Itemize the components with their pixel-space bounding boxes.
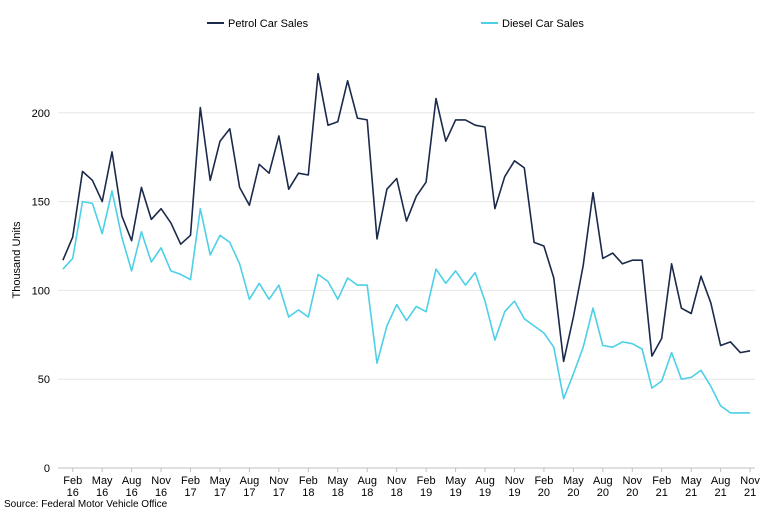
series-lines <box>62 72 751 414</box>
x-tick-label-month: Feb <box>534 475 553 487</box>
x-tick-label-year: 21 <box>715 487 727 499</box>
x-tick-label-year: 21 <box>685 487 697 499</box>
x-tick-label-month: May <box>563 475 584 487</box>
x-tick-label-year: 16 <box>96 487 108 499</box>
petrol-series-line <box>62 72 751 363</box>
x-tick-label-month: Feb <box>63 475 82 487</box>
x-tick-label-month: Nov <box>505 475 525 487</box>
x-tick-label-year: 16 <box>126 487 138 499</box>
x-tick-label-year: 18 <box>361 487 373 499</box>
y-tick-label: 150 <box>32 197 50 209</box>
legend-label-petrol: Petrol Car Sales <box>228 18 309 30</box>
x-tick-label-year: 18 <box>302 487 314 499</box>
x-tick-label-year: 21 <box>656 487 668 499</box>
x-tick-label-year: 18 <box>391 487 403 499</box>
y-tick-label: 100 <box>32 285 50 297</box>
x-tick-label-month: Nov <box>151 475 171 487</box>
x-tick-label-month: Nov <box>623 475 643 487</box>
x-tick-label-year: 19 <box>508 487 520 499</box>
x-tick-label-month: May <box>210 475 231 487</box>
x-tick-label-year: 18 <box>332 487 344 499</box>
x-tick-label-year: 16 <box>155 487 167 499</box>
y-axis-label: Thousand Units <box>11 221 23 299</box>
diesel-series-line <box>62 190 751 414</box>
x-tick-label-month: Aug <box>122 475 142 487</box>
x-tick-label-month: Aug <box>711 475 731 487</box>
x-tick-label-year: 16 <box>67 487 79 499</box>
x-tick-label-month: May <box>445 475 466 487</box>
x-tick-label-month: Nov <box>740 475 760 487</box>
x-tick-label-year: 20 <box>597 487 609 499</box>
x-tick-label-month: May <box>92 475 113 487</box>
x-tick-label-year: 17 <box>243 487 255 499</box>
gridlines <box>58 112 755 380</box>
x-tick-label-month: Nov <box>387 475 407 487</box>
legend: Petrol Car Sales Diesel Car Sales <box>207 18 584 30</box>
x-tick-label-year: 20 <box>538 487 550 499</box>
x-tick-label-year: 19 <box>449 487 461 499</box>
x-tick-label-month: Aug <box>357 475 377 487</box>
x-tick-label-year: 20 <box>626 487 638 499</box>
x-tick-label-year: 20 <box>567 487 579 499</box>
x-tick-label-year: 17 <box>184 487 196 499</box>
y-tick-label: 50 <box>38 374 50 386</box>
x-tick-label-month: Feb <box>299 475 318 487</box>
x-tick-label-month: Aug <box>240 475 260 487</box>
x-tick-label-year: 21 <box>744 487 756 499</box>
x-tick-label-year: 17 <box>214 487 226 499</box>
x-tick-label-month: May <box>681 475 702 487</box>
x-tick-label-month: Feb <box>417 475 436 487</box>
x-tick-label-month: Aug <box>475 475 495 487</box>
y-tick-label: 0 <box>44 463 50 475</box>
x-tick-label-month: Nov <box>269 475 289 487</box>
legend-label-diesel: Diesel Car Sales <box>502 18 584 30</box>
x-tick-label-month: Feb <box>652 475 671 487</box>
source-note: Source: Federal Motor Vehicle Office <box>4 499 168 510</box>
x-tick-label-month: May <box>327 475 348 487</box>
x-tick-label-year: 17 <box>273 487 285 499</box>
x-tick-label-year: 19 <box>479 487 491 499</box>
x-tick-label-month: Feb <box>181 475 200 487</box>
x-tick-label-month: Aug <box>593 475 613 487</box>
y-tick-label: 200 <box>32 108 50 120</box>
x-tick-label-year: 19 <box>420 487 432 499</box>
x-axis-ticks: Feb16May16Aug16Nov16Feb17May17Aug17Nov17… <box>63 468 760 499</box>
y-axis-ticks: 0 50 100 150 200 <box>32 108 50 475</box>
